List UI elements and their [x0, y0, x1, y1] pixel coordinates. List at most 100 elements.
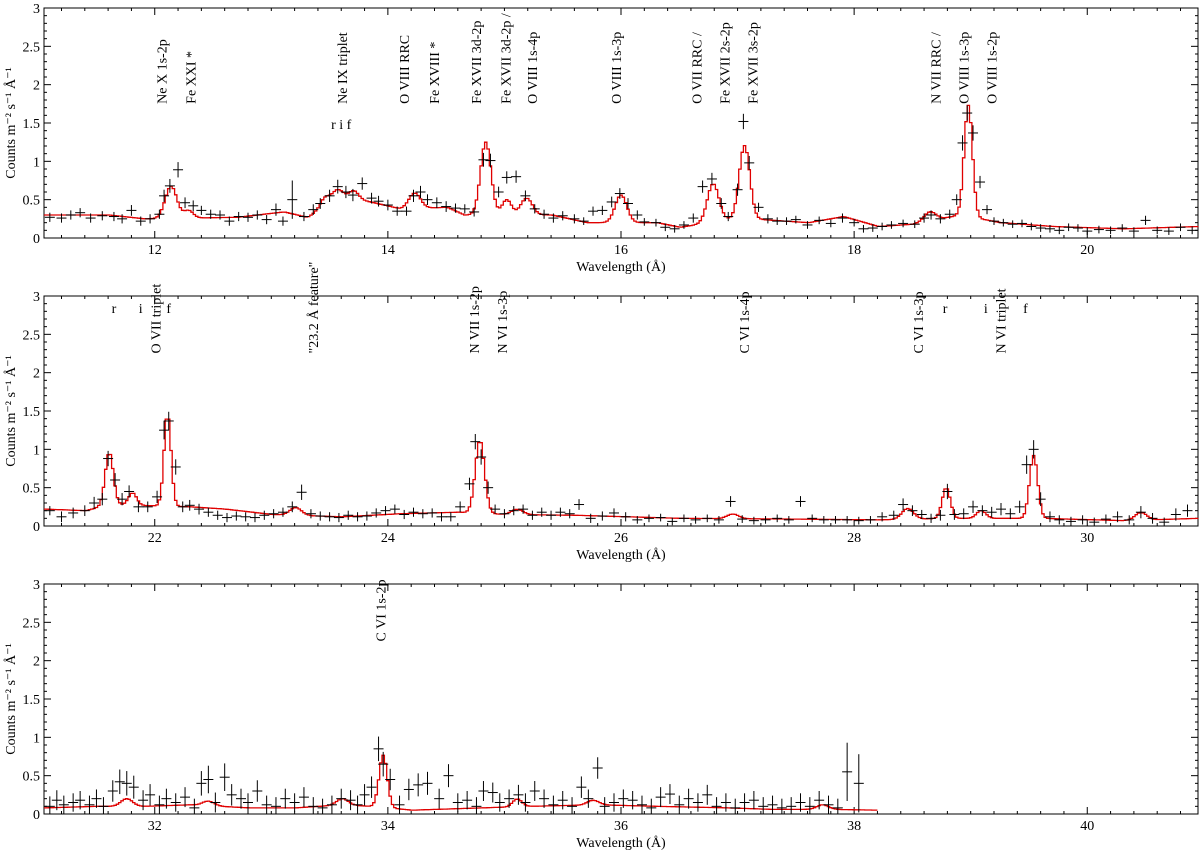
data-point [389, 504, 400, 514]
data-point [261, 795, 272, 814]
data-point [133, 501, 144, 513]
data-point [697, 180, 708, 193]
data-point [622, 198, 633, 209]
data-point [520, 190, 531, 202]
data-point [485, 153, 496, 168]
data-point [56, 213, 67, 223]
data-point [361, 511, 372, 521]
data-point [597, 205, 608, 215]
line-label: i [984, 302, 988, 317]
data-point [1054, 226, 1065, 235]
data-point [660, 223, 671, 232]
data-point [504, 789, 515, 808]
data-point [1021, 455, 1032, 474]
data-point [298, 787, 309, 808]
data-point [324, 189, 335, 202]
data-point [632, 210, 643, 220]
data-point [298, 211, 309, 222]
data-point [58, 795, 69, 814]
data-point [226, 784, 237, 806]
data-point [1044, 511, 1055, 523]
x-tick-label: 16 [614, 243, 628, 258]
data-point [501, 171, 512, 184]
data-point [1065, 516, 1076, 526]
data-point [529, 204, 540, 214]
data-point [539, 209, 550, 219]
data-point [308, 204, 319, 215]
y-tick-label: 1.5 [23, 405, 41, 420]
data-point [51, 790, 62, 811]
y-tick-label: 2.5 [23, 40, 41, 55]
x-tick-label: 28 [847, 531, 861, 546]
data-point [343, 510, 354, 520]
data-point [242, 212, 253, 222]
data-point [427, 508, 438, 518]
data-point [1100, 514, 1111, 524]
line-label: N VI triplet [995, 288, 1010, 353]
data-point [124, 485, 135, 498]
data-point [382, 199, 393, 211]
data-point [564, 509, 575, 519]
data-point [154, 795, 165, 814]
data-point [280, 788, 291, 809]
data-point [664, 784, 675, 805]
data-point [126, 205, 137, 216]
data-point [107, 780, 118, 802]
data-point [154, 209, 165, 219]
data-point [305, 509, 316, 519]
data-point [128, 775, 139, 799]
data-point [597, 511, 608, 521]
data-point [184, 499, 195, 511]
data-point [408, 189, 419, 202]
data-point [1007, 220, 1018, 229]
data-point [738, 113, 749, 130]
data-point [142, 501, 153, 513]
data-point [739, 793, 750, 812]
data-point [877, 512, 888, 522]
data-point [1112, 511, 1123, 523]
data-point [462, 791, 473, 810]
data-point [494, 793, 505, 812]
data-point [408, 507, 419, 517]
line-label: r [112, 302, 117, 317]
data-point [853, 754, 864, 813]
y-tick-label: 2 [33, 655, 40, 670]
model-curve [44, 104, 1199, 230]
data-point [261, 215, 272, 225]
data-point [422, 194, 433, 206]
x-tick-label: 40 [1080, 819, 1094, 834]
data-point [957, 135, 968, 151]
data-point [867, 224, 878, 232]
data-point [79, 505, 90, 517]
line-label: O VII RRC / [690, 32, 705, 104]
data-point [667, 517, 678, 526]
data-point [205, 209, 216, 219]
y-tick-label: 0.5 [23, 770, 41, 785]
data-point [723, 211, 734, 222]
data-point [655, 513, 666, 522]
data-point [781, 217, 792, 225]
y-tick-label: 1 [33, 731, 40, 746]
data-point [1175, 223, 1186, 232]
data-point [632, 516, 643, 524]
data-point [639, 218, 650, 226]
data-point [68, 507, 79, 519]
data-point [998, 218, 1009, 227]
data-point [436, 512, 447, 522]
data-point [333, 512, 344, 523]
data-point [110, 473, 121, 487]
data-point [215, 210, 226, 220]
line-label: r i f [331, 118, 352, 133]
data-point [527, 510, 538, 520]
line-label: i [139, 302, 143, 317]
data-point [401, 206, 412, 216]
y-axis-title: Counts m⁻² s⁻¹ Å⁻¹ [3, 67, 19, 178]
plot-frame [43, 583, 1199, 815]
data-point [807, 514, 818, 523]
data-point [399, 509, 410, 520]
data-point [716, 198, 727, 209]
data-point [574, 499, 585, 510]
x-tick-label: 12 [148, 243, 162, 258]
data-point [85, 213, 96, 223]
data-point [1182, 504, 1193, 517]
